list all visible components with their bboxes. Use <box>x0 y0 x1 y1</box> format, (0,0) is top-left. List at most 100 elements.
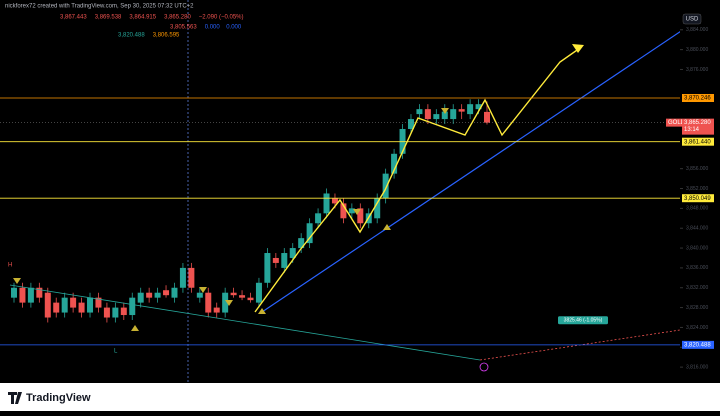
legend-value: 0.000 <box>226 25 242 31</box>
y-tick-label: 3,840.000 <box>686 245 708 251</box>
candle-body <box>484 111 490 123</box>
logo <box>8 392 22 404</box>
candle-body <box>112 307 119 318</box>
legend-value: −2.090 (−0.05%) <box>199 15 244 21</box>
level-label: 3,861.440 <box>684 139 711 145</box>
candle-body <box>323 193 330 214</box>
low-marker: L <box>114 349 118 355</box>
currency: USD <box>686 17 699 23</box>
symbol: GOLD <box>668 120 686 126</box>
candle-body <box>289 248 296 258</box>
level-label: 3,820.488 <box>684 342 711 348</box>
candle-body <box>222 292 229 313</box>
y-tick-label: 3,856.000 <box>686 166 708 172</box>
trend-line <box>9 284 481 361</box>
currency-box <box>682 13 702 25</box>
candle-body <box>196 292 203 298</box>
candle-body <box>61 297 68 313</box>
legend-value: 0.000 <box>205 25 221 31</box>
candle-body <box>239 295 246 298</box>
candle-body <box>391 153 398 174</box>
candle-body <box>27 287 34 303</box>
candle-body <box>163 290 170 296</box>
countdown: 13:14 <box>684 127 700 133</box>
candle-body <box>103 307 110 318</box>
candle-body <box>272 257 279 263</box>
candle-body <box>11 287 17 298</box>
candle-body <box>264 253 271 283</box>
candle-body <box>129 297 136 316</box>
candle-body <box>382 173 389 199</box>
candle-body <box>53 302 60 313</box>
footer <box>0 383 720 411</box>
legend-value: 3,869.538 <box>95 15 122 21</box>
y-tick-label: 3,836.000 <box>686 265 708 271</box>
candle-body <box>450 109 457 120</box>
candle-body <box>213 307 220 313</box>
target-label: 3825.46 (-1.05%) <box>564 318 603 324</box>
candle-body <box>230 292 237 296</box>
level-label-box <box>682 194 714 203</box>
candle-body <box>374 198 381 219</box>
y-tick-label: 3,848.000 <box>686 206 708 212</box>
legend-value: 3,820.488 <box>118 33 145 39</box>
candle-body <box>87 297 94 313</box>
y-tick-label: 3,876.000 <box>686 67 708 73</box>
y-tick-label: 3,816.000 <box>686 364 708 370</box>
high-marker: H <box>8 263 12 269</box>
y-tick-label: 3,852.000 <box>686 186 708 192</box>
candle-body <box>247 297 254 301</box>
candle-body <box>340 203 347 219</box>
candle-body <box>331 198 338 204</box>
y-tick-label: 3,880.000 <box>686 47 708 53</box>
candle-body <box>475 104 482 110</box>
candle-body <box>78 302 85 313</box>
legend-value: 3,806.595 <box>153 33 180 39</box>
last-price-label: 3,865.280 <box>684 120 711 126</box>
candle-body <box>188 267 195 288</box>
candle-body <box>281 253 288 268</box>
candle-body <box>255 282 262 303</box>
credit: nickforex72 created with TradingView.com… <box>5 4 194 10</box>
candle-body <box>120 307 127 316</box>
candle-body <box>205 292 212 313</box>
channel-line <box>261 14 706 313</box>
last-price-box <box>682 118 714 135</box>
candle-body <box>458 109 465 112</box>
candle-body <box>70 297 77 308</box>
candle-body <box>19 287 26 303</box>
level-label: 3,850.049 <box>684 196 711 202</box>
candle-body <box>298 238 305 249</box>
symbol-box <box>666 118 682 127</box>
candle-body <box>44 292 51 318</box>
y-tick-label: 3,884.000 <box>686 27 708 33</box>
candle-body <box>424 109 431 120</box>
level-label-box <box>682 340 714 349</box>
candle-body <box>441 111 448 120</box>
candle-body <box>171 287 178 298</box>
candle-body <box>179 267 186 288</box>
candle-body <box>433 114 440 120</box>
target-box <box>558 316 608 325</box>
price-axis <box>680 0 720 383</box>
projection-path <box>254 47 581 313</box>
candle-body <box>348 208 355 214</box>
candle-body <box>467 104 474 115</box>
arrow-head <box>572 44 584 53</box>
legend-value: 3,805.563 <box>170 25 197 31</box>
brand: TradingView <box>26 392 91 404</box>
candle-body <box>95 297 102 308</box>
event-icon <box>479 362 489 372</box>
candle-body <box>154 292 161 298</box>
y-tick-label: 3,832.000 <box>686 285 708 291</box>
legend-value: 3,867.443 <box>60 15 87 21</box>
candle-body <box>137 292 144 303</box>
legend-value: 3,865.280 <box>164 15 191 21</box>
candle-body <box>407 119 414 129</box>
candle-body <box>357 208 364 224</box>
y-tick-label: 3,844.000 <box>686 226 708 232</box>
legend-value: 3,864.915 <box>129 15 156 21</box>
candle-body <box>416 109 423 115</box>
level-label-box <box>682 94 714 103</box>
